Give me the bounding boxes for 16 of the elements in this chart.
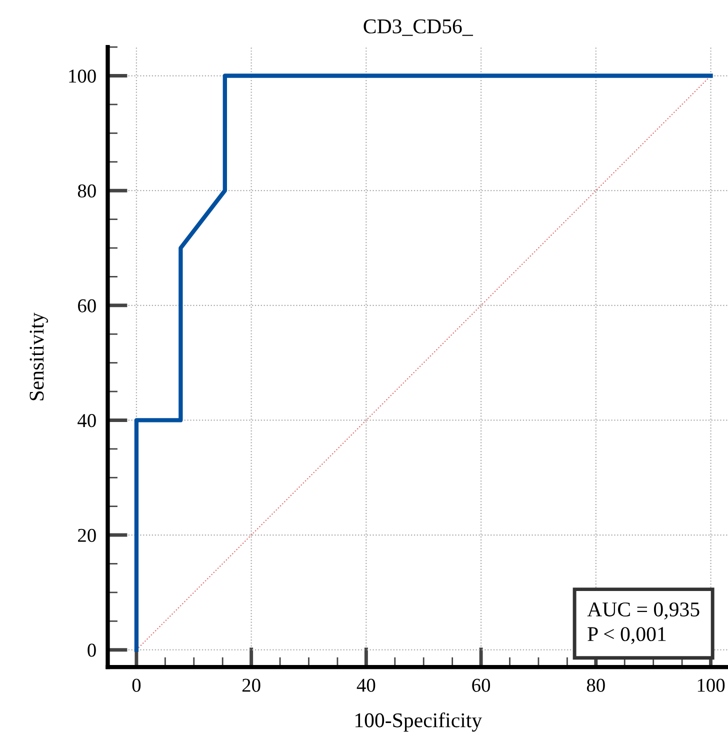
y-tick-label: 20 [78,528,96,542]
chart-title: CD3_CD56_ [364,19,474,36]
x-tick-label: 80 [586,678,605,692]
x-tick-label: 60 [472,678,490,692]
y-tick-label: 0 [88,644,96,657]
x-axis-title: 100-Specificity [355,712,482,732]
y-tick-label: 100 [69,70,96,83]
y-tick-label: 80 [78,184,96,198]
x-tick-label: 0 [132,678,141,692]
x-tick-label: 40 [356,678,376,692]
y-tick-label: 60 [78,299,96,312]
x-tick-label: 20 [242,678,260,692]
annotation: AUC = 0,935 P < 0,001 [587,602,700,644]
x-tick-label: 100 [698,678,725,692]
y-tick-label: 40 [78,414,96,428]
y-axis-title: Sensitivity [30,312,48,400]
